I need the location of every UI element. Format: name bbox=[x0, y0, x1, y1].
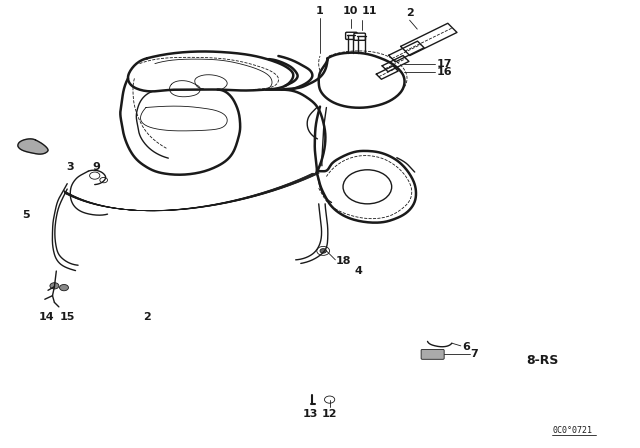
Text: 17: 17 bbox=[436, 59, 452, 69]
Text: 18: 18 bbox=[336, 256, 351, 266]
Text: 9: 9 bbox=[92, 162, 100, 172]
Text: 15: 15 bbox=[60, 312, 75, 322]
Text: 4: 4 bbox=[355, 266, 362, 276]
Text: 16: 16 bbox=[436, 67, 452, 77]
Text: 6: 6 bbox=[462, 342, 470, 352]
Circle shape bbox=[50, 283, 59, 289]
Text: 14: 14 bbox=[39, 312, 54, 322]
Text: 13: 13 bbox=[303, 409, 318, 418]
Polygon shape bbox=[18, 139, 48, 154]
Text: 10: 10 bbox=[343, 6, 358, 16]
FancyBboxPatch shape bbox=[421, 349, 444, 359]
FancyBboxPatch shape bbox=[346, 32, 357, 39]
Text: 5: 5 bbox=[22, 210, 29, 220]
Text: 8-RS: 8-RS bbox=[526, 354, 559, 367]
FancyBboxPatch shape bbox=[354, 33, 365, 40]
Circle shape bbox=[60, 284, 68, 291]
Text: 3: 3 bbox=[67, 162, 74, 172]
Text: 1: 1 bbox=[316, 6, 324, 16]
Text: 0C0°0721: 0C0°0721 bbox=[553, 426, 593, 435]
Circle shape bbox=[320, 249, 326, 253]
Text: 2: 2 bbox=[143, 312, 151, 322]
Text: 12: 12 bbox=[322, 409, 337, 418]
Text: 2: 2 bbox=[406, 8, 413, 18]
Text: 7: 7 bbox=[470, 349, 478, 359]
Text: 11: 11 bbox=[362, 6, 378, 16]
